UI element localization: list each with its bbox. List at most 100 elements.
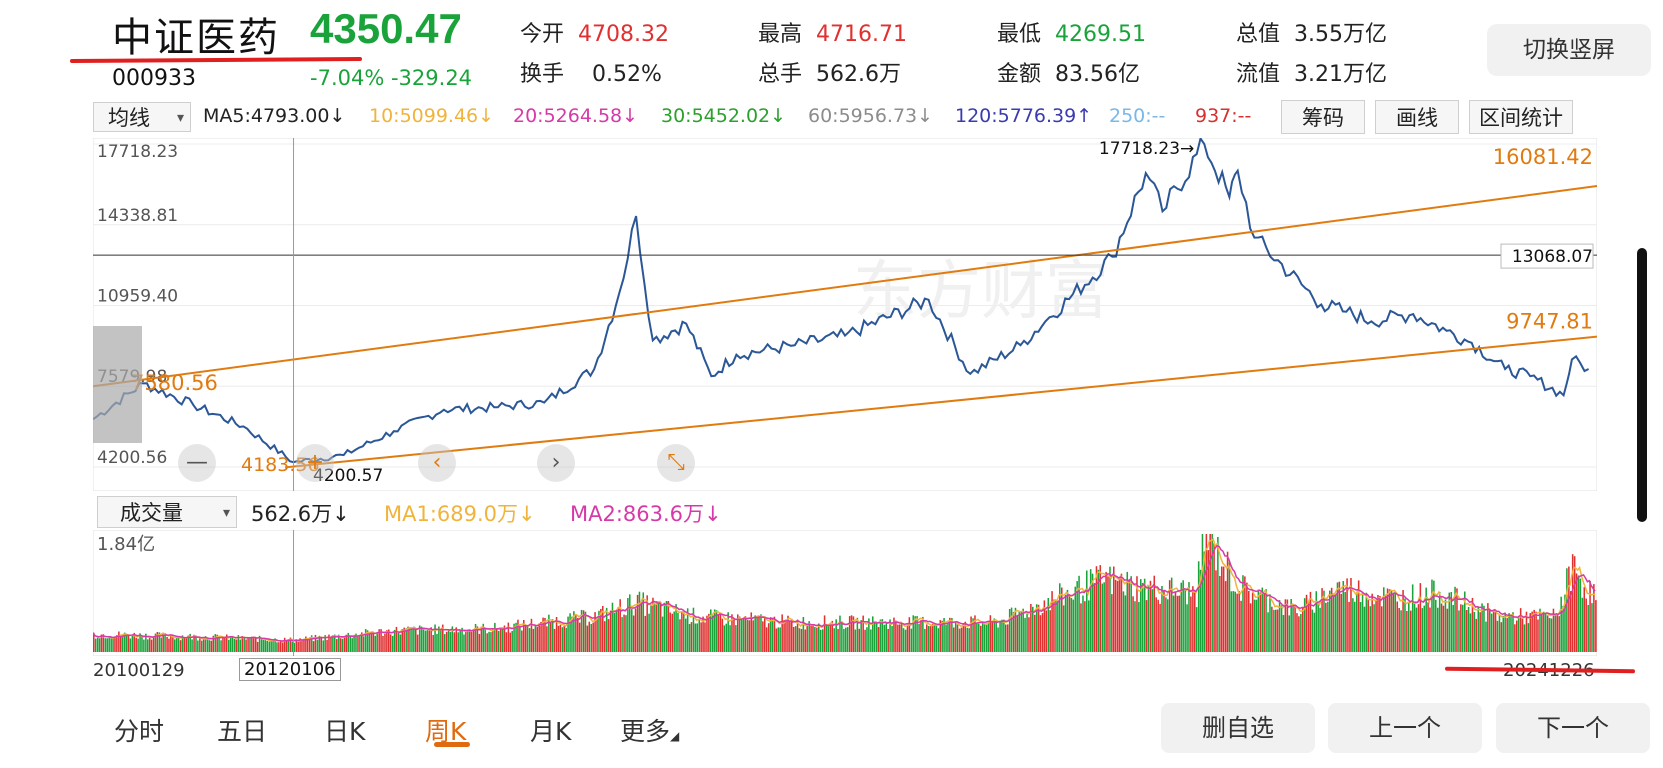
volume-bar <box>1194 590 1196 652</box>
volume-chart[interactable]: 1.84亿 <box>93 530 1597 656</box>
volume-bar <box>744 616 747 652</box>
volume-bar <box>482 623 485 652</box>
volume-bar <box>1556 614 1559 652</box>
volume-bar <box>1473 612 1476 652</box>
volume-bar <box>559 624 562 652</box>
volume-bar <box>843 629 845 652</box>
volume-bar <box>226 634 228 652</box>
volume-bar <box>426 630 429 652</box>
volume-bar <box>1404 598 1406 652</box>
volume-bar <box>274 638 276 652</box>
volume-bar <box>372 633 375 652</box>
volume-bar <box>1529 613 1532 652</box>
volume-bar <box>519 626 521 652</box>
volume-bar <box>845 627 847 652</box>
volume-bar <box>906 623 909 652</box>
volume-bar <box>615 611 618 652</box>
volume-bar <box>195 635 197 652</box>
scroll-right-button[interactable]: › <box>537 444 575 482</box>
switch-portrait-button[interactable]: 切换竖屏 <box>1487 24 1651 76</box>
volume-bar <box>1519 608 1522 652</box>
volume-bar <box>804 629 807 652</box>
volume-bar <box>366 630 369 652</box>
volume-bar <box>1309 591 1312 652</box>
volume-bar <box>1334 594 1337 652</box>
volume-bar <box>116 635 118 652</box>
stat-float-value: 流值 3.21万亿 <box>1236 62 1388 87</box>
volume-bar <box>463 634 465 652</box>
tab-five-day[interactable]: 五日 <box>217 717 268 746</box>
change-absolute: -329.24 <box>390 66 473 90</box>
volume-bar <box>1512 612 1514 652</box>
volume-bar <box>494 622 496 652</box>
volume-bar <box>1392 592 1395 652</box>
volume-bar <box>577 618 579 652</box>
volume-bar <box>1238 591 1240 652</box>
volume-bar <box>160 637 163 652</box>
draw-line-button[interactable]: 画线 <box>1375 100 1459 134</box>
volume-bar <box>1153 575 1156 652</box>
volume-bar <box>1088 600 1090 652</box>
volume-bar <box>220 640 222 652</box>
previous-button[interactable]: 上一个 <box>1328 703 1482 753</box>
tab-weekly[interactable]: 周K <box>425 717 467 746</box>
volume-bar <box>413 626 415 652</box>
volume-bar <box>397 632 400 652</box>
volume-bar <box>1342 581 1345 652</box>
volume-bar <box>295 639 298 652</box>
volume-bar <box>1064 594 1067 652</box>
volume-bar <box>314 634 317 652</box>
vertical-scrollbar[interactable] <box>1637 248 1647 522</box>
zoom-in-button[interactable]: + <box>296 444 334 482</box>
next-button[interactable]: 下一个 <box>1496 703 1650 753</box>
volume-bar <box>1489 609 1491 652</box>
volume-bar <box>729 625 731 652</box>
tab-monthly[interactable]: 月K <box>530 717 572 746</box>
volume-bar <box>96 637 99 652</box>
volume-bar <box>1062 605 1065 652</box>
chips-button[interactable]: 筹码 <box>1281 100 1365 134</box>
volume-bar <box>839 615 841 652</box>
volume-bar <box>785 619 787 652</box>
volume-bar <box>474 624 477 652</box>
volume-bar <box>636 594 639 652</box>
range-stats-button[interactable]: 区间统计 <box>1469 100 1573 134</box>
left-scroll-pane[interactable] <box>93 326 142 443</box>
volume-select-dropdown[interactable]: 成交量 <box>97 496 237 529</box>
date-cursor: 20120106 <box>239 658 341 681</box>
volume-bar <box>584 611 587 652</box>
volume-bar <box>976 622 978 652</box>
volume-bar <box>802 617 805 652</box>
volume-bar <box>619 599 621 652</box>
peak-label: 17718.23→ <box>1099 139 1194 159</box>
reset-zoom-button[interactable]: ⤡ <box>657 444 695 482</box>
tab-intraday[interactable]: 分时 <box>114 717 165 746</box>
volume-bar <box>875 622 878 652</box>
lower-trend-end-label: 9747.81 <box>1506 309 1593 333</box>
volume-bar <box>538 623 540 652</box>
volume-bar <box>1517 616 1520 652</box>
volume-bar <box>841 621 843 652</box>
remove-favorite-button[interactable]: 删自选 <box>1161 703 1315 753</box>
volume-bar <box>864 629 866 652</box>
volume-bar <box>299 638 301 652</box>
zoom-out-button[interactable]: — <box>178 444 216 482</box>
tab-daily[interactable]: 日K <box>324 717 366 746</box>
ma-select-dropdown[interactable]: 均线 <box>93 102 191 133</box>
volume-bar <box>1205 534 1208 652</box>
scroll-left-button[interactable]: ‹ <box>418 444 456 482</box>
volume-bar <box>831 620 834 652</box>
volume-bar <box>434 624 436 652</box>
volume-bar <box>216 634 218 652</box>
volume-bar <box>1199 569 1202 652</box>
volume-bar <box>476 626 479 652</box>
volume-bar <box>573 611 575 652</box>
tab-more[interactable]: 更多◢ <box>620 717 680 746</box>
volume-bar <box>1249 603 1252 652</box>
volume-bar <box>1523 624 1526 652</box>
volume-bar <box>953 627 955 652</box>
stat-turnover: 换手 0.52% <box>520 62 662 87</box>
volume-bar <box>1550 618 1553 652</box>
volume-bar <box>156 632 159 652</box>
